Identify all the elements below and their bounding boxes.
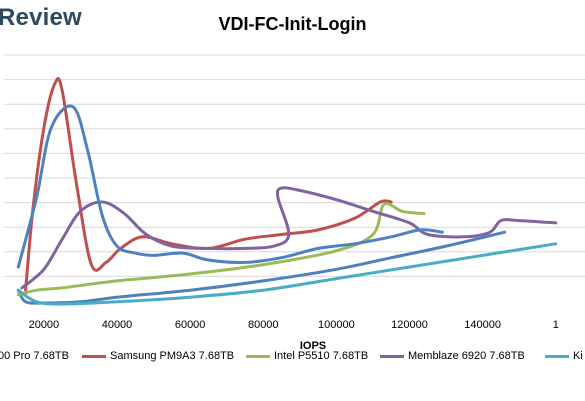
legend-item: Intel P5510 7.68TB bbox=[246, 345, 368, 367]
series-line-memblaze-6920-7-68tb bbox=[20, 186, 558, 290]
legend-item: 00 Pro 7.68TB bbox=[0, 345, 69, 367]
legend-item: Ki bbox=[545, 345, 583, 367]
x-tick-label: 20000 bbox=[29, 319, 60, 331]
legend-label: Samsung PM9A3 7.68TB bbox=[110, 350, 235, 362]
legend-label: Ki bbox=[573, 350, 583, 362]
series-line-ki bbox=[16, 242, 558, 306]
chart-title: VDI-FC-Init-Login bbox=[218, 14, 367, 34]
legend-label: 00 Pro 7.68TB bbox=[0, 350, 69, 362]
chart-series-lines bbox=[16, 77, 558, 306]
x-tick-label: 60000 bbox=[175, 319, 206, 331]
chart-gridlines bbox=[4, 54, 585, 277]
legend-item: Memblaze 6920 7.68TB bbox=[380, 345, 525, 367]
chart-legend: 00 Pro 7.68TB Samsung PM9A3 7.68TB Intel P… bbox=[0, 345, 585, 367]
legend-label: Intel P5510 7.68TB bbox=[274, 350, 369, 362]
x-tick-label: 100000 bbox=[318, 319, 355, 331]
series-line-samsung-pm9a3-7-68tb bbox=[24, 77, 393, 292]
chart-x-tick-labels: 20000 40000 60000 80000 100000 120000 140000 1 bbox=[29, 319, 559, 331]
x-axis-label: IOPS bbox=[300, 340, 326, 352]
series-line-intel-p5510-7-68tb bbox=[16, 202, 426, 297]
series-line-unlabeled-5 bbox=[16, 104, 444, 269]
x-tick-label: 120000 bbox=[391, 319, 428, 331]
legend-swatch bbox=[545, 354, 569, 358]
x-tick-label: 80000 bbox=[248, 319, 279, 331]
x-tick-label: 40000 bbox=[102, 319, 133, 331]
legend-item: Samsung PM9A3 7.68TB bbox=[82, 345, 234, 367]
x-tick-label: 140000 bbox=[464, 319, 501, 331]
brand-logo-text: Review bbox=[0, 4, 82, 31]
legend-swatch bbox=[380, 354, 404, 358]
legend-swatch bbox=[246, 354, 270, 358]
x-tick-label: 1 bbox=[553, 319, 559, 331]
legend-swatch bbox=[82, 354, 106, 358]
legend-label: Memblaze 6920 7.68TB bbox=[408, 350, 525, 362]
